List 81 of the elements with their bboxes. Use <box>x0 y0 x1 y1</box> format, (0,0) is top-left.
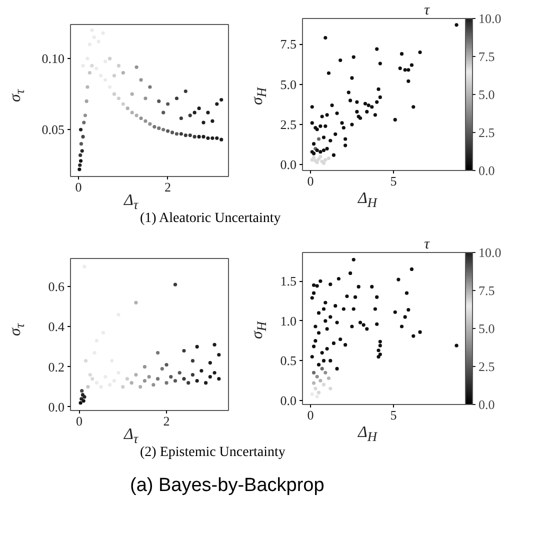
color-bar-label: 10.0 <box>478 11 502 26</box>
y-tick-label: 0.4 <box>48 319 65 334</box>
point <box>217 377 221 381</box>
point <box>212 342 216 347</box>
color-bar-title: τ <box>424 2 430 18</box>
point <box>182 348 186 353</box>
y-tick-label: 0.0 <box>280 157 296 172</box>
x-tick-label: 2 <box>163 414 170 428</box>
y-tick-label: 0.6 <box>48 279 65 294</box>
y-tick-label: 0.5 <box>280 353 296 368</box>
y-tick-label: 0.10 <box>42 51 64 66</box>
color-bar-label: 7.5 <box>478 283 495 298</box>
point <box>164 381 168 385</box>
point <box>200 369 204 373</box>
color-bar-label: 0.0 <box>478 397 495 412</box>
point <box>134 373 138 377</box>
point <box>86 385 90 389</box>
point <box>169 375 173 379</box>
point <box>217 352 221 357</box>
point <box>125 377 130 381</box>
text: (1) Aleatoric Uncertainty <box>140 210 281 228</box>
x-axis-title: Δ$_{τ}$ <box>124 425 138 448</box>
point <box>138 385 142 389</box>
x-tick-label: 0 <box>307 174 314 188</box>
point <box>186 381 190 385</box>
y-tick-label: 0.0 <box>280 393 296 408</box>
text: (a) Bayes-by-Backprop <box>130 474 324 498</box>
point <box>173 379 178 383</box>
y-tick-label: 7.5 <box>280 36 296 52</box>
x-tick-label: 0 <box>307 408 314 422</box>
color-bar-label: 0.0 <box>478 163 495 178</box>
point <box>208 360 212 365</box>
color-bar-title: τ <box>424 236 430 252</box>
point <box>134 300 138 304</box>
text: (2) Epistemic Uncertainty <box>140 444 286 462</box>
color-bar-label: 7.5 <box>478 49 495 64</box>
point <box>152 383 156 387</box>
x-axis-title: Δ$_{H}$ <box>358 189 378 212</box>
point <box>121 385 125 389</box>
y-tick-label: 2.5 <box>280 117 296 132</box>
point <box>147 375 151 379</box>
point <box>90 377 94 381</box>
point <box>178 371 182 375</box>
point <box>173 282 178 286</box>
point <box>80 389 84 393</box>
color-bar-label: 5.0 <box>478 87 495 102</box>
point <box>190 358 195 363</box>
point <box>156 377 160 381</box>
x-tick-label: 5 <box>390 408 397 422</box>
color-bar-label: 5.0 <box>478 321 495 336</box>
point <box>190 373 195 377</box>
y-tick-label: 0.0 <box>48 399 64 414</box>
color-bar-label: 10.0 <box>478 245 502 260</box>
point <box>88 373 92 377</box>
point <box>130 381 134 385</box>
point <box>142 379 146 383</box>
point <box>182 377 186 381</box>
x-axis-title: Δ$_{τ}$ <box>124 191 138 214</box>
y-tick-label: 0.05 <box>42 122 64 138</box>
x-tick-label: 0 <box>75 180 82 194</box>
point <box>78 401 82 405</box>
point <box>204 381 208 385</box>
point <box>195 379 199 383</box>
point <box>164 362 168 367</box>
x-tick-label: 0 <box>76 414 82 428</box>
y-tick-label: 1.5 <box>280 274 296 289</box>
color-bar-label: 2.5 <box>478 359 495 374</box>
point <box>208 375 212 379</box>
point <box>160 366 164 371</box>
x-axis-title: Δ$_{H}$ <box>358 423 378 446</box>
x-tick-label: 2 <box>164 180 172 194</box>
color-bar-label: 2.5 <box>478 125 495 140</box>
point <box>142 364 146 369</box>
point <box>156 350 160 355</box>
x-tick-label: 5 <box>390 174 397 188</box>
y-tick-label: 5.0 <box>280 76 296 92</box>
point <box>212 371 216 375</box>
point <box>84 358 88 363</box>
y-tick-label: 0.2 <box>48 359 64 374</box>
point <box>195 344 199 349</box>
y-tick-label: 1.0 <box>280 313 296 328</box>
